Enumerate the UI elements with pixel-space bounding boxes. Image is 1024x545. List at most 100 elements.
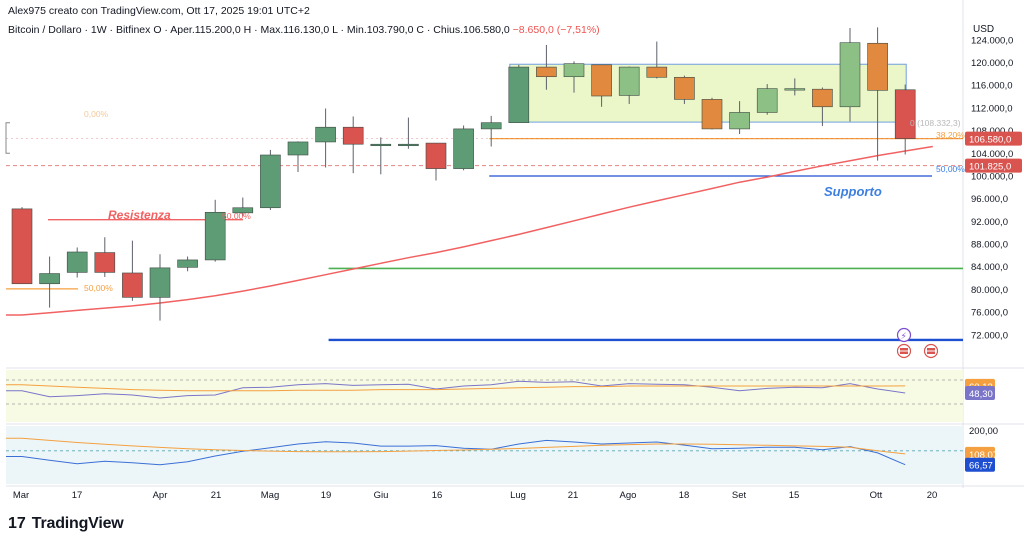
candle-body [66, 251, 88, 273]
candle-body [867, 42, 888, 91]
candle-body [729, 112, 750, 130]
oscillator-value-tag [965, 457, 995, 472]
candle-body [204, 211, 226, 261]
candle-body [122, 272, 143, 298]
fib-label: 38,20% [936, 130, 965, 140]
ohlc-values: O · Aper.115.200,0 H · Max.116.130,0 L ·… [153, 24, 510, 36]
time-axis-tick-label: 20 [927, 490, 938, 501]
resistance-label: Resistenza [108, 208, 171, 222]
price-axis-tick-label: 88.000,0 [971, 240, 1008, 251]
oscillator-1-line [6, 384, 906, 392]
oscillator-axis-tick-label: 200,00 [969, 426, 998, 437]
oscillator-value-label: 66,57 [969, 461, 993, 472]
candle-body [287, 141, 309, 156]
candle-body [674, 76, 695, 100]
candle-body [536, 66, 557, 78]
candle-body [839, 42, 861, 108]
oscillator-2-line [6, 439, 906, 466]
lightning-icon [896, 327, 912, 343]
price-axis-tick-label: 76.000,0 [971, 308, 1008, 319]
candle-body [646, 66, 668, 78]
time-axis-tick-label: Ago [620, 490, 637, 501]
candle-body [784, 88, 806, 91]
price-axis-currency: USD [973, 24, 994, 35]
price-axis-tick-label: 80.000,0 [971, 285, 1008, 296]
price-axis-tick-label: 96.000,0 [971, 194, 1008, 205]
oscillator-2-line [6, 437, 906, 455]
fib-label: 0,00% [84, 109, 109, 119]
candle-body [563, 63, 585, 78]
candle-body [812, 88, 833, 108]
oscillator-1-line [6, 380, 906, 399]
fib-label: 50,00% [936, 164, 965, 174]
price-axis-tick-label: 108.000,0 [971, 126, 1013, 137]
time-axis-tick-label: Giu [374, 490, 389, 501]
candle-body [315, 126, 336, 143]
change-value: −8.650,0 (−7,51%) [512, 24, 600, 36]
candle-body [453, 128, 474, 169]
price-tag-bg [965, 131, 1022, 146]
candle-body [756, 88, 778, 113]
symbol-name: Bitcoin / Dollaro · 1W · Bitfinex [8, 24, 151, 36]
price-axis-tick-label: 116.000,0 [971, 81, 1013, 92]
price-tag-label: 101.825,0 [969, 162, 1011, 173]
candle-body [11, 208, 33, 285]
symbol-line: Bitcoin / Dollaro · 1W · Bitfinex O · Ap… [8, 24, 600, 36]
candle-body [425, 142, 447, 169]
time-axis-tick-label: 21 [568, 490, 579, 501]
fib-label: 50,00% [84, 283, 113, 293]
logo-text: TradingView [31, 515, 124, 532]
candle-body [894, 89, 916, 139]
candle-body [149, 267, 171, 298]
candle-body [370, 143, 392, 147]
fib-bracket [5, 122, 10, 154]
oscillator-2-background [6, 426, 963, 484]
candle-body [701, 99, 723, 130]
time-axis-tick-label: Mar [13, 490, 29, 501]
price-tag-bg [965, 158, 1022, 173]
candle-body [177, 259, 198, 268]
time-axis-tick-label: Apr [153, 490, 168, 501]
candle-body [342, 126, 364, 145]
price-tag-label: 106.580,0 [969, 135, 1011, 146]
lightning-icon-glyph: ⚡ [901, 331, 907, 341]
support-label: Supporto [824, 184, 882, 199]
candle-body [260, 154, 281, 209]
price-axis-tick-label: 92.000,0 [971, 217, 1008, 228]
time-axis-tick-label: 21 [211, 490, 222, 501]
tradingview-logo[interactable]: 17 TradingView [8, 515, 124, 533]
oscillator-value-label: 108,07 [969, 450, 998, 461]
oscillator-value-label: 48,30 [969, 389, 993, 400]
time-axis-tick-label: Ott [870, 490, 883, 501]
price-axis-tick-label: 84.000,0 [971, 262, 1008, 273]
price-axis-tick-label: 104.000,0 [971, 149, 1013, 160]
byline: Alex975 creato con TradingView.com, Ott … [8, 5, 310, 17]
price-axis-tick-label: 100.000,0 [971, 171, 1013, 182]
oscillator-value-tag [965, 386, 995, 401]
moving-average-line [6, 145, 933, 316]
candle-body [508, 66, 530, 123]
candle-body [232, 207, 254, 214]
time-axis-tick-label: 16 [432, 490, 443, 501]
time-axis-tick-label: Mag [261, 490, 279, 501]
time-axis-tick-label: 15 [789, 490, 800, 501]
price-axis-tick-label: 120.000,0 [971, 58, 1013, 69]
oscillator-1-background [6, 370, 963, 422]
oscillator-value-tag [965, 446, 995, 461]
time-axis-tick-label: Lug [510, 490, 526, 501]
candle-body [591, 64, 612, 97]
candle-body [618, 66, 640, 96]
time-axis-tick-label: 17 [72, 490, 83, 501]
time-axis-tick-label: Set [732, 490, 747, 501]
time-axis-tick-label: 18 [679, 490, 690, 501]
price-axis-tick-label: 124.000,0 [971, 35, 1013, 46]
fib-label: 50,00% [222, 211, 251, 221]
candle-body [398, 143, 419, 147]
price-axis-tick-label: 112.000,0 [971, 103, 1013, 114]
time-axis-tick-label: 19 [321, 490, 332, 501]
logo-mark-icon: 17 [8, 515, 26, 532]
candle-body [94, 252, 116, 273]
candle-body [39, 273, 60, 285]
candle-body [480, 122, 502, 130]
